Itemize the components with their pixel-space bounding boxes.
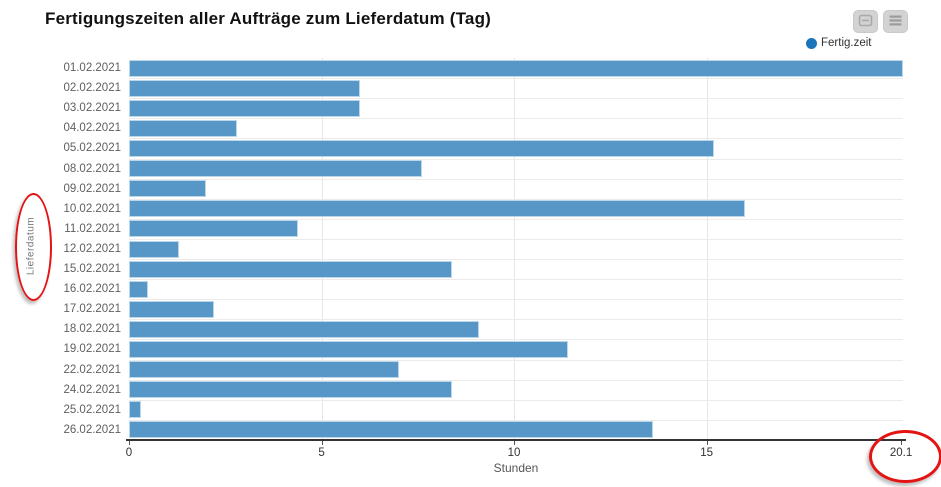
y-axis-label: 16.02.2021 xyxy=(63,283,121,296)
y-axis-label: 02.02.2021 xyxy=(63,82,121,95)
horizontal-gridline xyxy=(129,319,903,321)
legend-item-fertigzeit[interactable]: Fertig.zeit xyxy=(806,37,872,49)
vertical-gridline xyxy=(321,58,323,440)
y-axis-label: 10.02.2021 xyxy=(63,202,121,215)
y-axis-label: 08.02.2021 xyxy=(63,162,121,175)
bar-11.02.2021[interactable] xyxy=(129,220,299,238)
bar-15.02.2021[interactable] xyxy=(129,260,453,278)
y-axis-label: 05.02.2021 xyxy=(63,142,121,155)
bar-01.02.2021[interactable] xyxy=(129,59,903,77)
menu-button[interactable] xyxy=(883,10,908,33)
y-axis-label: 12.02.2021 xyxy=(63,242,121,255)
y-axis-label: 18.02.2021 xyxy=(63,323,121,336)
y-axis-label: 03.02.2021 xyxy=(63,102,121,115)
bar-25.02.2021[interactable] xyxy=(129,401,141,419)
vertical-gridline xyxy=(514,58,516,440)
horizontal-gridline xyxy=(129,238,903,240)
x-tick-mark xyxy=(129,441,130,445)
bar-10.02.2021[interactable] xyxy=(129,200,746,218)
bar-09.02.2021[interactable] xyxy=(129,180,206,198)
bar-22.02.2021[interactable] xyxy=(129,361,399,379)
horizontal-gridline xyxy=(129,399,903,401)
bar-02.02.2021[interactable] xyxy=(129,79,361,97)
horizontal-gridline xyxy=(129,158,903,160)
vertical-gridline xyxy=(706,58,708,440)
horizontal-gridline xyxy=(129,299,903,301)
bar-16.02.2021[interactable] xyxy=(129,280,149,298)
menu-icon xyxy=(888,14,903,30)
horizontal-gridline xyxy=(129,98,903,100)
x-tick-label: 5 xyxy=(318,447,325,459)
legend-label: Fertig.zeit xyxy=(821,37,872,49)
y-axis-label: 26.02.2021 xyxy=(63,423,121,436)
y-axis-label: 19.02.2021 xyxy=(63,343,121,356)
bar-08.02.2021[interactable] xyxy=(129,160,422,178)
y-axis-label: 25.02.2021 xyxy=(63,403,121,416)
x-tick-mark xyxy=(706,441,708,445)
bar-12.02.2021[interactable] xyxy=(129,240,180,258)
bar-18.02.2021[interactable] xyxy=(129,320,480,338)
y-axis-label: 09.02.2021 xyxy=(63,182,121,195)
bar-05.02.2021[interactable] xyxy=(129,139,715,157)
legend-dot-icon xyxy=(806,37,817,49)
bar-19.02.2021[interactable] xyxy=(129,341,568,359)
y-axis-label: 04.02.2021 xyxy=(63,122,121,135)
horizontal-gridline xyxy=(129,78,903,80)
horizontal-gridline xyxy=(129,138,903,140)
x-axis-line xyxy=(126,439,906,441)
horizontal-gridline xyxy=(129,339,903,341)
y-axis-label: 01.02.2021 xyxy=(63,62,121,74)
y-axis-title: Lieferdatum xyxy=(25,216,37,276)
x-tick-label: 10 xyxy=(507,447,521,459)
horizontal-gridline xyxy=(129,118,903,120)
bar-26.02.2021[interactable] xyxy=(129,421,653,439)
x-axis: 0 5 10 15 20.1 xyxy=(0,441,941,467)
collapse-button[interactable] xyxy=(853,10,878,33)
horizontal-gridline xyxy=(129,198,903,200)
y-axis-label: 22.02.2021 xyxy=(63,363,121,376)
bar-03.02.2021[interactable] xyxy=(129,99,361,117)
plot-area xyxy=(129,58,903,440)
x-tick-label: 20.1 xyxy=(889,447,913,459)
y-axis-label: 15.02.2021 xyxy=(63,263,121,276)
window-collapse-icon xyxy=(858,14,873,30)
x-tick-label: 0 xyxy=(125,447,133,459)
chart-toolbar xyxy=(853,10,908,33)
horizontal-gridline xyxy=(129,259,903,261)
horizontal-gridline xyxy=(129,178,903,180)
chart-title: Fertigungszeiten aller Aufträge zum Lief… xyxy=(45,9,492,28)
horizontal-gridline xyxy=(129,279,903,281)
horizontal-gridline xyxy=(129,218,903,220)
bar-04.02.2021[interactable] xyxy=(129,119,237,137)
x-axis-title: Stunden xyxy=(493,461,539,475)
y-axis-label: 24.02.2021 xyxy=(63,383,121,396)
horizontal-gridline xyxy=(129,419,903,421)
horizontal-gridline xyxy=(129,359,903,361)
y-axis-labels: 01.02.2021 02.02.2021 03.02.2021 04.02.2021… xyxy=(0,58,121,440)
x-tick-mark xyxy=(514,441,516,445)
y-axis-label: 17.02.2021 xyxy=(63,303,121,316)
bar-17.02.2021[interactable] xyxy=(129,300,214,318)
bar-24.02.2021[interactable] xyxy=(129,381,453,399)
y-axis-label: 11.02.2021 xyxy=(64,222,121,235)
horizontal-gridline xyxy=(129,379,903,381)
x-tick-mark xyxy=(321,441,323,445)
x-tick-mark xyxy=(901,441,903,445)
x-tick-label: 15 xyxy=(700,447,713,459)
